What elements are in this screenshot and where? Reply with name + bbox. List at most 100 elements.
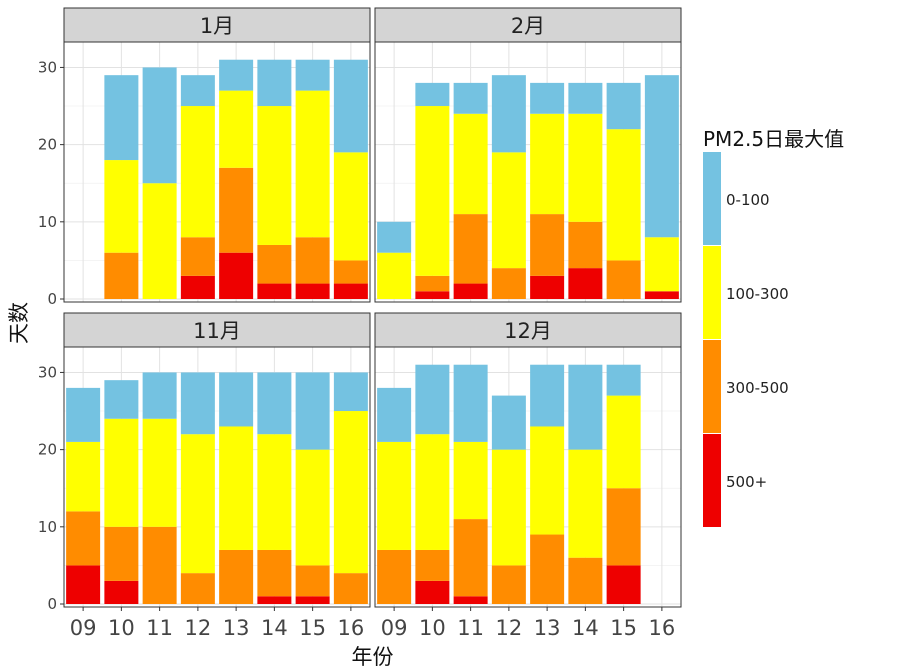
legend-label: 100-300 (726, 285, 789, 303)
bar-segment-12月-13-100-300 (530, 426, 565, 535)
bar-segment-1月-13-500+ (219, 252, 254, 299)
x-tick-label: 09 (70, 616, 97, 640)
y-tick-label: 10 (38, 213, 57, 231)
x-tick-label: 16 (338, 616, 365, 640)
x-tick-label: 11 (146, 616, 173, 640)
legend-key-0-100 (703, 152, 721, 245)
bar-segment-1月-15-300-500 (295, 237, 330, 284)
facet-strip (63, 7, 371, 43)
bar-segment-1月-14-500+ (257, 283, 292, 299)
bar-segment-2月-15-300-500 (606, 260, 641, 299)
bar-segment-1月-13-100-300 (219, 90, 254, 168)
bar-segment-12月-09-0-100 (377, 387, 412, 442)
x-tick-label: 14 (572, 616, 599, 640)
x-tick-label: 10 (419, 616, 446, 640)
bar-segment-11月-14-100-300 (257, 434, 292, 550)
y-axis-title: 天数 (7, 302, 31, 344)
bar-segment-11月-13-0-100 (219, 372, 254, 427)
bar-segment-11月-12-100-300 (180, 434, 215, 574)
bar-segment-11月-09-0-100 (66, 387, 101, 442)
bar-segment-11月-09-300-500 (66, 511, 101, 566)
bar-segment-1月-16-500+ (333, 283, 368, 299)
bar-segment-11月-15-500+ (295, 596, 330, 604)
bar-segment-1月-12-300-500 (180, 237, 215, 276)
bar-segment-2月-14-500+ (568, 268, 603, 299)
y-tick-label: 0 (47, 290, 57, 308)
bar-segment-11月-13-100-300 (219, 426, 254, 550)
bar-segment-2月-11-500+ (453, 283, 488, 299)
x-tick-label: 12 (496, 616, 523, 640)
y-tick-label: 20 (38, 136, 57, 154)
bar-segment-12月-09-300-500 (377, 549, 412, 604)
bar-segment-1月-16-0-100 (333, 59, 368, 153)
bar-segment-11月-11-300-500 (142, 526, 177, 604)
bar-segment-12月-11-500+ (453, 596, 488, 604)
panel-border (374, 41, 682, 303)
bar-segment-2月-09-100-300 (377, 252, 412, 299)
x-tick-label: 10 (108, 616, 135, 640)
bar-segment-2月-13-0-100 (530, 82, 565, 114)
bar-segment-12月-09-100-300 (377, 441, 412, 550)
bar-segment-11月-10-100-300 (104, 418, 139, 527)
facet-strip-label: 11月 (193, 319, 241, 343)
bar-segment-11月-16-0-100 (333, 372, 368, 412)
bar-segment-2月-13-300-500 (530, 214, 565, 276)
legend-key-300-500 (703, 340, 721, 433)
x-tick-label: 09 (381, 616, 408, 640)
bar-segment-2月-12-0-100 (491, 75, 526, 153)
legend-label: 500+ (726, 473, 767, 491)
panel-border (63, 41, 371, 303)
bar-segment-11月-14-300-500 (257, 549, 292, 597)
bar-segment-1月-10-300-500 (104, 252, 139, 299)
x-tick-label: 12 (185, 616, 212, 640)
bar-segment-1月-14-300-500 (257, 244, 292, 284)
bar-segment-11月-16-300-500 (333, 573, 368, 604)
bar-segment-2月-16-0-100 (644, 75, 679, 238)
bar-segment-11月-11-0-100 (142, 372, 177, 419)
bar-segment-12月-12-0-100 (491, 395, 526, 450)
bar-segment-11月-16-100-300 (333, 411, 368, 574)
bar-segment-2月-10-0-100 (415, 82, 450, 107)
bar-segment-2月-12-300-500 (491, 268, 526, 299)
bar-segment-1月-11-100-300 (142, 183, 177, 299)
bar-segment-1月-14-0-100 (257, 59, 292, 107)
x-axis-title: 年份 (352, 645, 394, 669)
panel-border (374, 346, 682, 608)
x-tick-label: 13 (534, 616, 561, 640)
bar-segment-2月-13-500+ (530, 275, 565, 299)
x-tick-label: 13 (223, 616, 250, 640)
bar-segment-12月-11-300-500 (453, 519, 488, 597)
bar-segment-11月-11-100-300 (142, 418, 177, 527)
bar-segment-12月-14-100-300 (568, 449, 603, 558)
facet-strip-label: 2月 (511, 14, 545, 38)
bar-segment-12月-11-0-100 (453, 364, 488, 442)
x-tick-label: 15 (610, 616, 637, 640)
bar-segment-1月-14-100-300 (257, 106, 292, 245)
bar-segment-11月-09-100-300 (66, 441, 101, 512)
facet-panel-2: 2月 (374, 7, 682, 303)
bar-segment-12月-13-300-500 (530, 534, 565, 604)
legend-label: 300-500 (726, 379, 789, 397)
bar-segment-12月-11-100-300 (453, 441, 488, 520)
bar-segment-2月-13-100-300 (530, 113, 565, 215)
legend-label: 0-100 (726, 191, 770, 209)
bar-segment-1月-12-0-100 (180, 75, 215, 107)
bar-segment-1月-10-0-100 (104, 75, 139, 161)
bar-segment-11月-10-500+ (104, 580, 139, 604)
bar-segment-11月-12-0-100 (180, 372, 215, 435)
y-tick-label: 30 (38, 58, 57, 76)
bar-segment-2月-15-0-100 (606, 82, 641, 130)
bar-segment-1月-16-300-500 (333, 260, 368, 284)
facet-panel-4: 12月 09 10 11 12 13 14 15 16 (374, 312, 682, 640)
legend-key-500+ (703, 434, 721, 527)
y-tick-label: 30 (38, 363, 57, 381)
bar-segment-12月-10-300-500 (415, 549, 450, 581)
bar-segment-2月-15-100-300 (606, 129, 641, 261)
bar-segment-12月-15-300-500 (606, 488, 641, 566)
bar-segment-11月-14-0-100 (257, 372, 292, 435)
legend-title: PM2.5日最大值 (703, 127, 844, 151)
y-tick-label: 10 (38, 518, 57, 536)
bar-segment-1月-15-0-100 (295, 59, 330, 91)
bar-segment-1月-12-100-300 (180, 106, 215, 238)
